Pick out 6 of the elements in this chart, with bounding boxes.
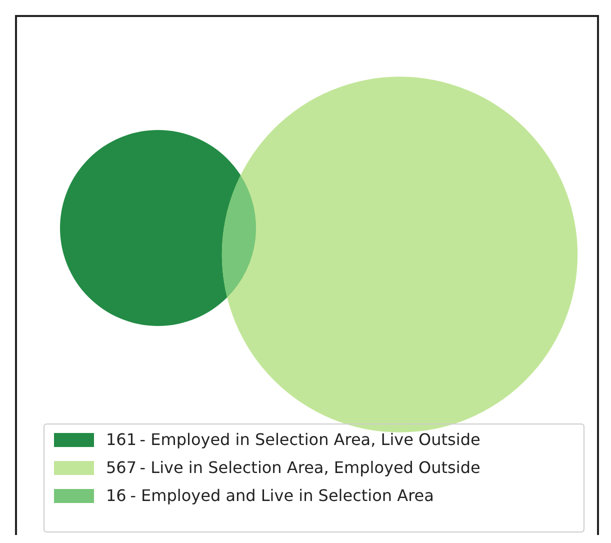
- category-label: - Live in Selection Area, Employed Outside: [140, 458, 480, 477]
- category-label: - Employed and Live in Selection Area: [130, 486, 434, 505]
- data-label: 567: [106, 458, 137, 477]
- data-label: 16: [106, 486, 126, 505]
- category-label: - Employed in Selection Area, Live Outside: [140, 430, 480, 449]
- data-label: 161: [106, 430, 137, 449]
